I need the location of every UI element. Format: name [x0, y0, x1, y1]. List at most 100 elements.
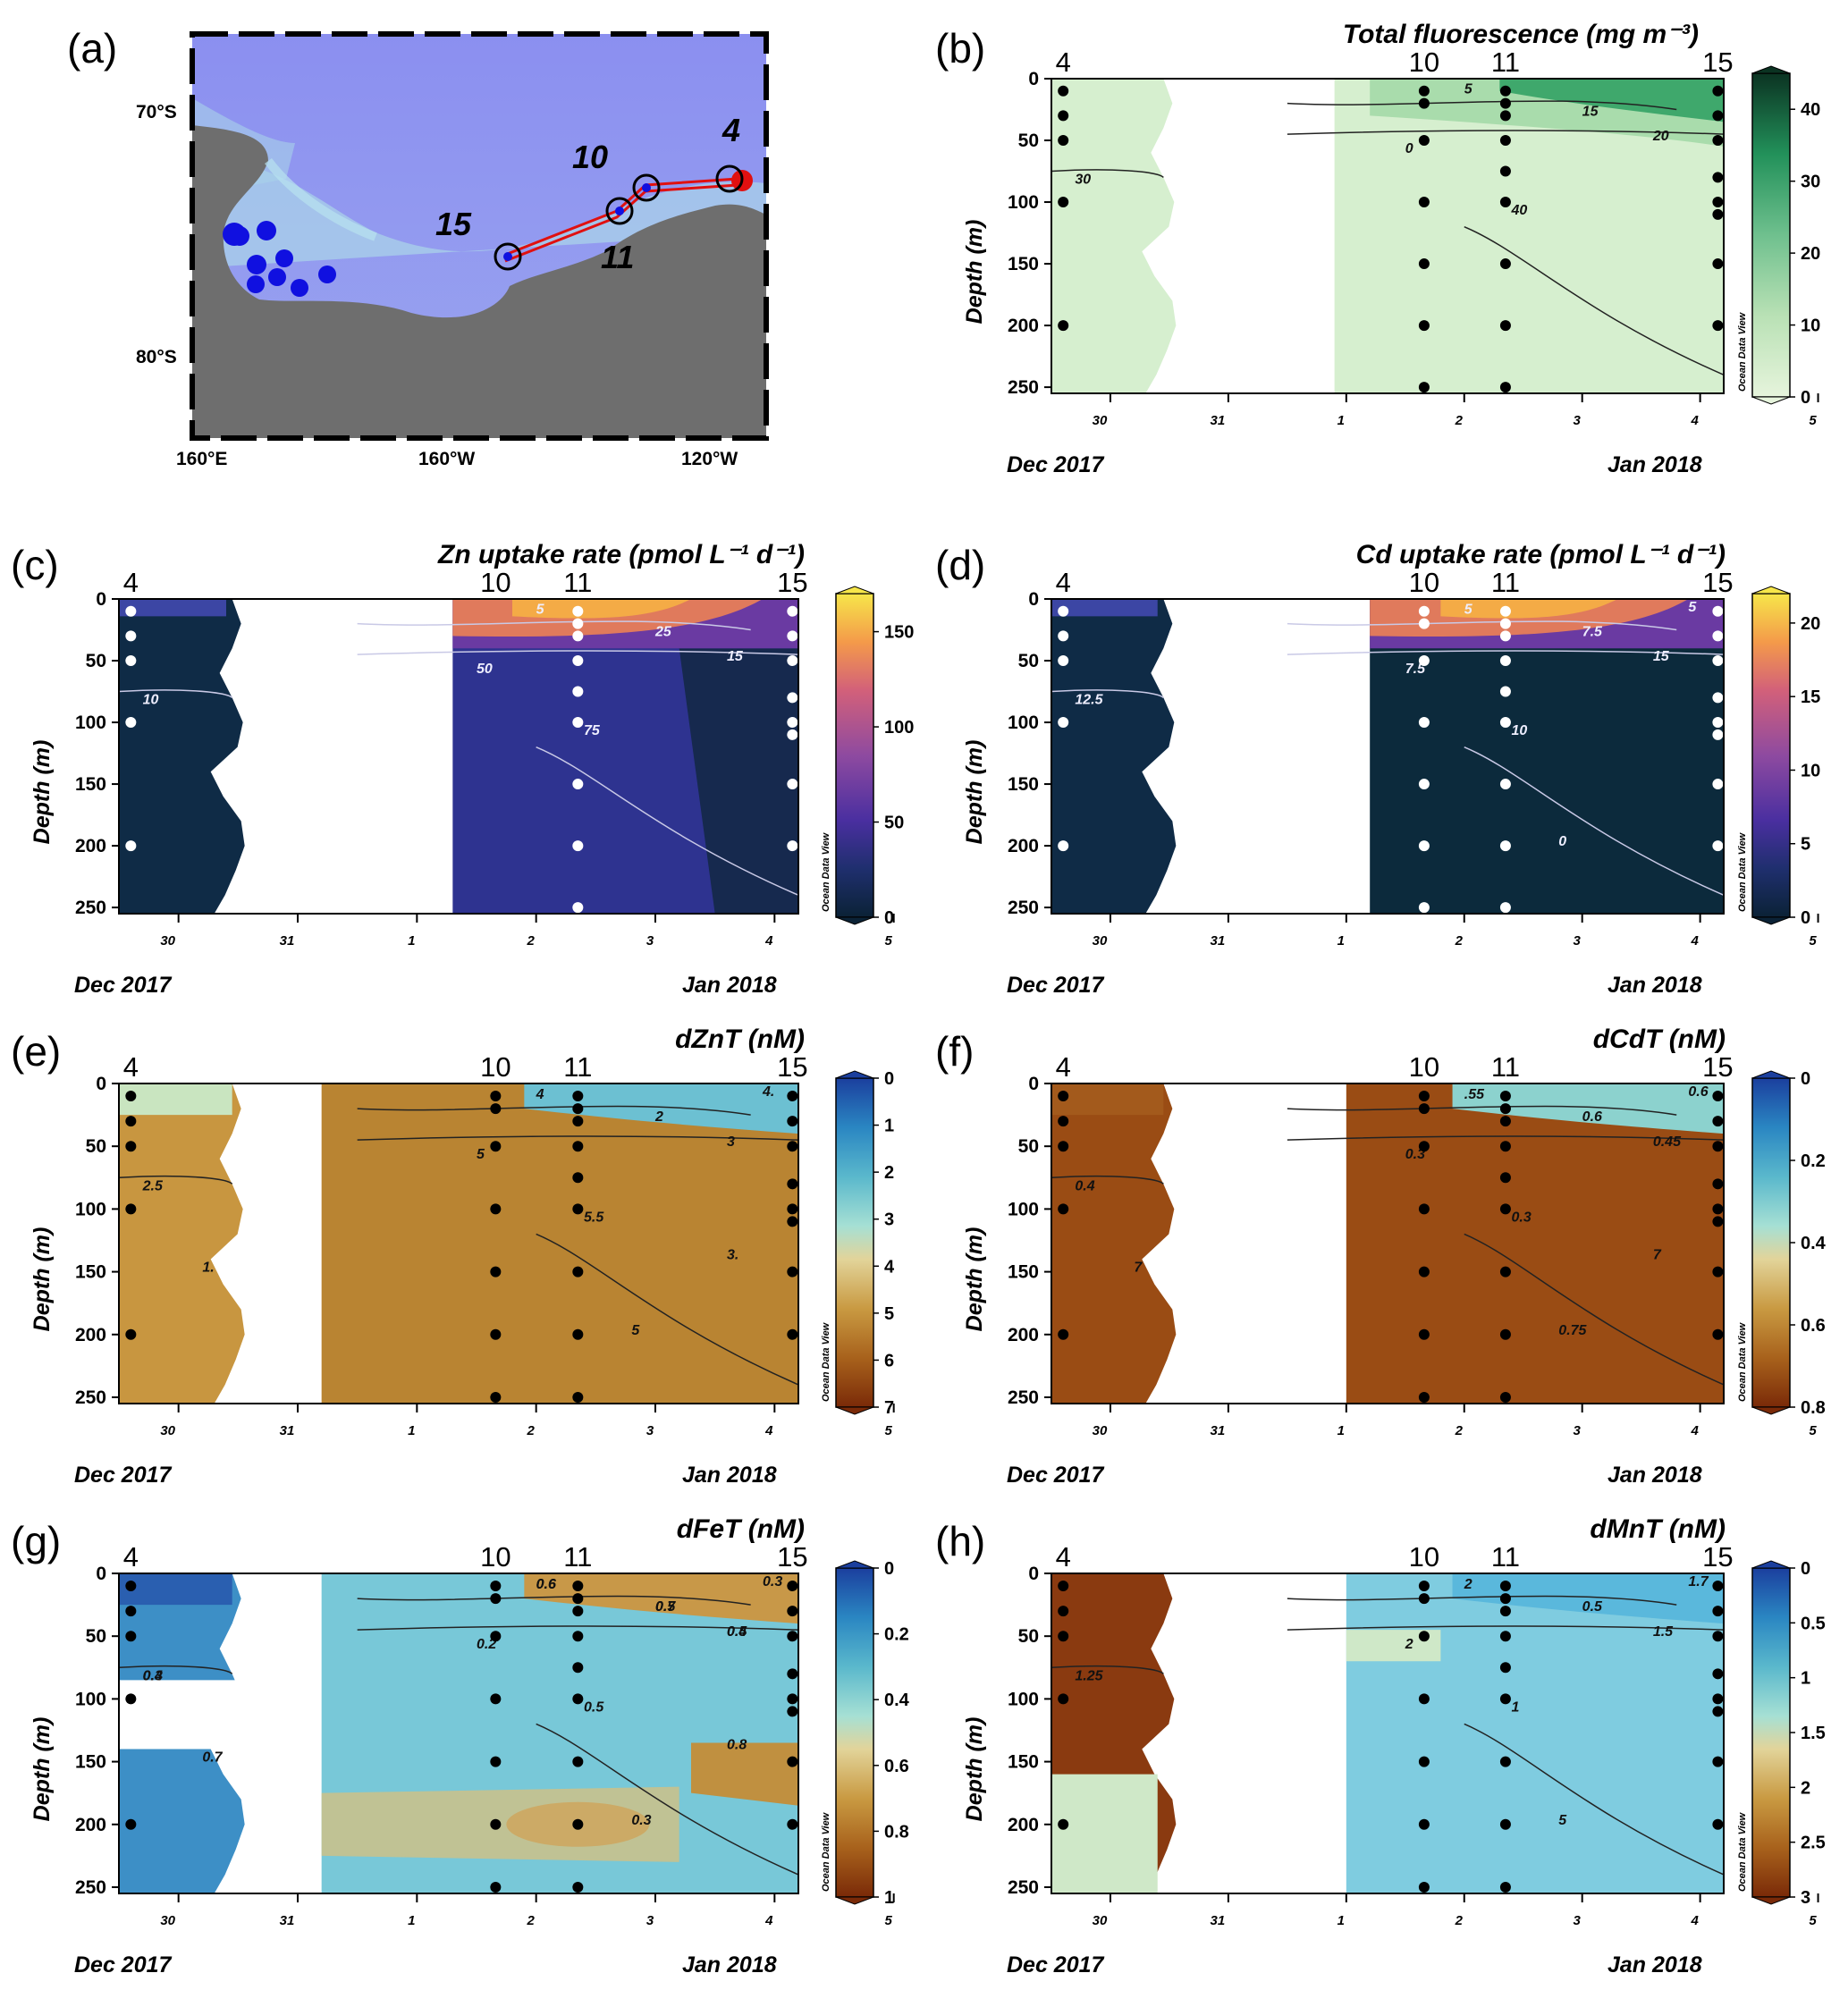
sample-dot — [1418, 902, 1430, 914]
x-label-dec: Dec 2017 — [74, 973, 173, 998]
region-stations-10-15 — [1370, 599, 1724, 914]
y-tick-label: 50 — [1018, 131, 1039, 151]
contour-line — [1287, 620, 1677, 631]
sample-dot — [1418, 197, 1430, 208]
sample-dot — [1499, 165, 1511, 177]
contour-label: 5 — [477, 1147, 485, 1162]
contour-line — [118, 1665, 233, 1674]
y-tick-label: 150 — [75, 1262, 106, 1283]
contour-label: 50 — [477, 662, 493, 677]
x-tick-label: 4 — [1690, 1423, 1699, 1438]
sample-dot — [1499, 320, 1511, 332]
sample-dot — [1499, 1756, 1511, 1767]
contour-line — [1287, 100, 1677, 111]
sample-dot — [572, 1203, 584, 1215]
sample-dot — [1712, 840, 1724, 852]
y-tick-label: 200 — [75, 1325, 106, 1345]
contour-label: 5.5 — [584, 1210, 604, 1225]
colorbar-tick: 10 — [1801, 761, 1820, 780]
sample-points-f — [1058, 1091, 1724, 1403]
sample-dot — [1712, 258, 1724, 270]
colorbar-tick: 2 — [884, 1163, 894, 1183]
sample-dot — [787, 717, 798, 729]
y-tick-label: 50 — [86, 1136, 106, 1157]
station-label-10: 10 — [480, 567, 511, 598]
y-tick-label: 200 — [1008, 316, 1039, 336]
y-axis-label: Depth (m) — [962, 1717, 987, 1822]
y-tick-label: 50 — [1018, 1136, 1039, 1157]
region-station4 — [1051, 1084, 1177, 1404]
panel-label-h: (h) — [935, 1518, 985, 1564]
y-tick-label: 250 — [75, 1387, 106, 1408]
contour-label: 4. — [762, 1084, 774, 1100]
sample-dot — [572, 1662, 584, 1674]
sample-dot — [1499, 1662, 1511, 1674]
sample-dot — [1499, 1266, 1511, 1277]
sample-dot — [125, 630, 137, 642]
station-label-10: 10 — [1409, 1051, 1439, 1083]
sample-dot — [787, 1203, 798, 1215]
station-label-11: 11 — [563, 1541, 592, 1573]
contour-label: 5 — [1464, 603, 1473, 618]
sample-dot — [1712, 717, 1724, 729]
station-label-10: 10 — [1409, 46, 1439, 78]
contour-label: 0.7 — [202, 1750, 223, 1766]
plot-frame — [1051, 1083, 1725, 1404]
sample-dot — [1712, 135, 1724, 147]
sample-dot — [1499, 1103, 1511, 1115]
y-tick-label: 150 — [1008, 1262, 1039, 1283]
sample-dot — [1712, 1266, 1724, 1277]
sample-dot — [572, 1091, 584, 1102]
sample-dot — [125, 1818, 137, 1830]
x-label-dec: Dec 2017 — [74, 1463, 173, 1488]
map-lat-70: 70°S — [136, 102, 177, 122]
contour-label: 1.25 — [1075, 1668, 1103, 1683]
station-label-11: 11 — [1491, 46, 1520, 78]
contour-label: 1 — [1512, 1699, 1520, 1715]
y-tick-label: 100 — [1008, 1689, 1039, 1709]
sample-dot — [125, 1141, 137, 1152]
sample-dot — [572, 1593, 584, 1605]
contour-label: .55 — [1464, 1087, 1485, 1102]
y-tick-label: 150 — [75, 774, 106, 795]
sample-dot — [1712, 1141, 1724, 1152]
contour-label: 5 — [1688, 600, 1697, 615]
colorbar-f: 0 0.2 0.4 0.6 0.8 — [1751, 1069, 1827, 1418]
contour-label: 0 — [1405, 141, 1413, 156]
contour-label: 10 — [1512, 723, 1528, 738]
region-stations-10-15 — [1346, 1573, 1724, 1893]
odv-watermark: Ocean Data View — [1737, 1321, 1748, 1402]
sample-dot — [787, 729, 798, 740]
sample-dot — [1712, 1216, 1724, 1227]
x-tick-label: 3 — [646, 1913, 654, 1928]
sample-dot — [1418, 717, 1430, 729]
x-label-dec: Dec 2017 — [1007, 973, 1105, 998]
sample-dot — [1418, 1391, 1430, 1403]
x-tick-label: 2 — [1455, 933, 1464, 949]
sample-dot — [1418, 135, 1430, 147]
sample-dot — [1058, 1693, 1069, 1705]
sample-dot — [572, 1141, 584, 1152]
sample-dot — [787, 655, 798, 667]
sample-dot — [1499, 1172, 1511, 1184]
colorbar-tick: 1.5 — [1801, 1724, 1826, 1743]
contour-label: 0.7 — [655, 1599, 676, 1615]
sample-dot — [1499, 135, 1511, 147]
x-label-dec: Dec 2017 — [74, 1952, 173, 1977]
x-tick-label: 30 — [1093, 933, 1108, 949]
sample-dot — [490, 1091, 502, 1102]
panel-label-f: (f) — [935, 1028, 974, 1075]
sample-dot — [572, 1756, 584, 1767]
x-tick-label: 31 — [280, 1913, 295, 1928]
y-tick-label: 50 — [1018, 651, 1039, 671]
sample-dot — [490, 1141, 502, 1152]
sample-dot — [1499, 1818, 1511, 1830]
sample-dot — [125, 1116, 137, 1127]
sample-dot — [787, 1266, 798, 1277]
colorbar-tick: 7 — [884, 1398, 894, 1418]
colorbar-tick: 0 — [1801, 388, 1810, 408]
x-label-jan: Jan 2018 — [682, 1463, 777, 1488]
contour-line — [536, 746, 799, 896]
contours-g: 0.60.50.40.40.50.20.30.30.70.80.60.70.50… — [118, 1574, 799, 1876]
